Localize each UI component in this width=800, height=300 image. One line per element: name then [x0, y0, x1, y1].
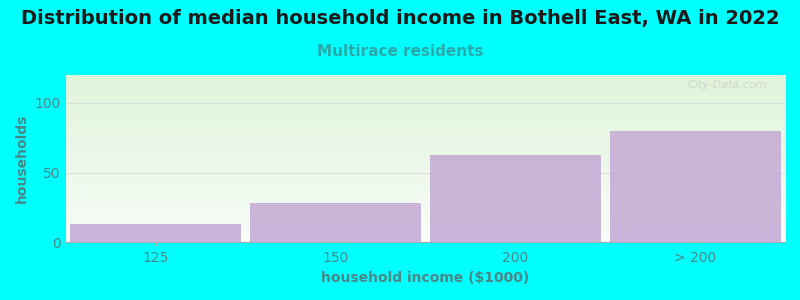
X-axis label: household income ($1000): household income ($1000): [322, 271, 530, 285]
Y-axis label: households: households: [15, 114, 29, 203]
Bar: [70, 224, 241, 242]
Text: Distribution of median household income in Bothell East, WA in 2022: Distribution of median household income …: [21, 9, 779, 28]
Bar: [250, 203, 421, 242]
Text: Multirace residents: Multirace residents: [317, 44, 483, 59]
Text: City-Data.com: City-Data.com: [687, 80, 767, 90]
Bar: [430, 154, 601, 242]
Bar: [610, 131, 781, 242]
